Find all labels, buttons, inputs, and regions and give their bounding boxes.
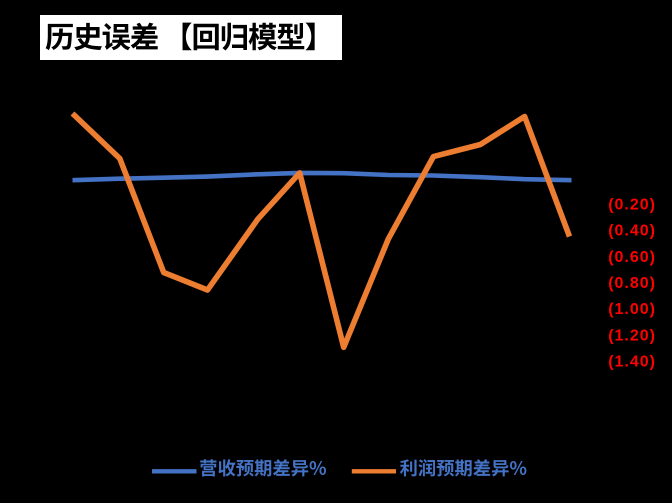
svg-text:(0.60): (0.60) (608, 249, 656, 266)
svg-text:(0.40): (0.40) (608, 223, 656, 240)
svg-text:(1.20): (1.20) (608, 327, 656, 344)
svg-text:(1.40): (1.40) (608, 354, 656, 371)
svg-text:(0.20): (0.20) (608, 196, 656, 213)
svg-text:(0.80): (0.80) (608, 275, 656, 292)
svg-text:(1.00): (1.00) (608, 301, 656, 318)
